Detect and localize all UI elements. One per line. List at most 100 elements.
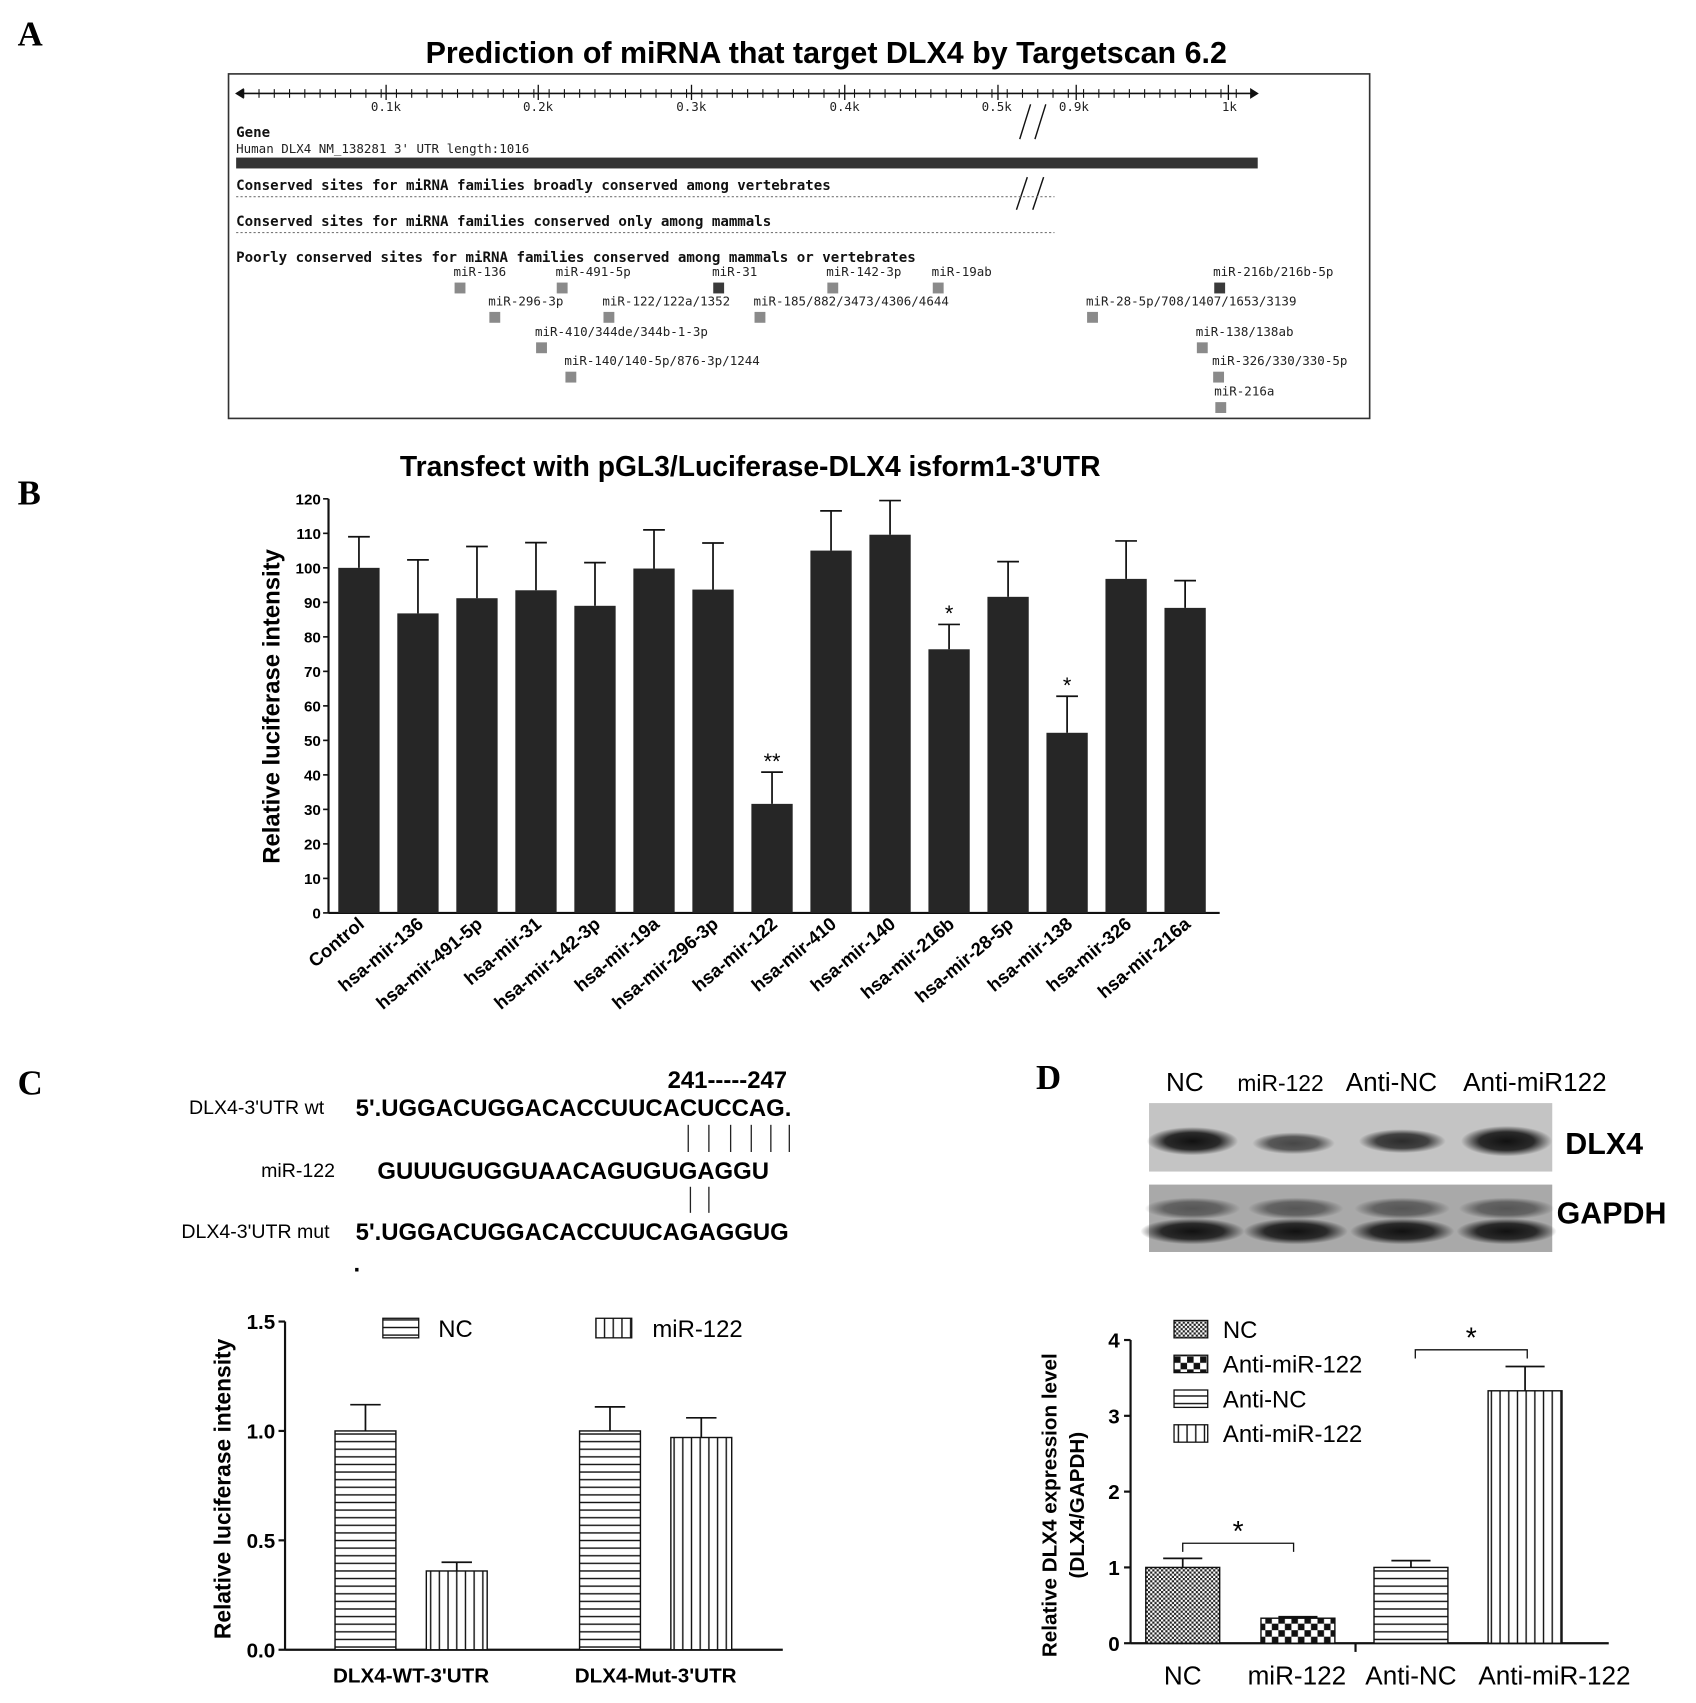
mut-sequence-tail: . xyxy=(354,1251,361,1278)
site-marker xyxy=(1087,311,1098,323)
y-tick-label: 110 xyxy=(296,526,321,543)
legend-label: Anti-miR-122 xyxy=(1223,1421,1362,1448)
bar xyxy=(574,605,616,913)
bar xyxy=(425,1570,488,1651)
site-marker xyxy=(603,311,615,323)
site-label: miR-122/122a/1352 xyxy=(602,293,730,308)
y-tick-label: 4 xyxy=(1108,1330,1120,1353)
y-tick-label: 0.5 xyxy=(247,1530,276,1553)
blot-lane-labels: NC miR-122 Anti-NC Anti-miR122 xyxy=(1166,1067,1607,1097)
significance-bracket xyxy=(1182,1542,1295,1552)
mir-label: miR-122 xyxy=(261,1160,335,1182)
wt-sequence: 5'.UGGACUGGACACCUUCACUCCAG. xyxy=(356,1095,792,1122)
chart-b: 0102030405060708090100110120Controlhsa-m… xyxy=(296,491,1220,1013)
y-tick-label: 20 xyxy=(304,836,321,853)
site-marker xyxy=(754,311,766,323)
chart-c-ylabel: Relative luciferase intensity xyxy=(210,1338,236,1639)
bar xyxy=(987,596,1029,913)
legend-label: Anti-miR-122 xyxy=(1223,1352,1362,1379)
significance-marker: * xyxy=(1063,673,1072,698)
bar xyxy=(1046,732,1088,913)
site-label: miR-185/882/3473/4306/4644 xyxy=(753,293,948,308)
site-marker xyxy=(556,282,568,294)
y-tick-label: 30 xyxy=(304,802,321,819)
bar xyxy=(751,803,793,913)
track-broadly-conserved: Conserved sites for miRNA families broad… xyxy=(236,178,831,194)
bar xyxy=(578,1430,642,1651)
blot-label-gapdh: GAPDH xyxy=(1557,1197,1667,1231)
track-poorly-conserved: Poorly conserved sites for miRNA familie… xyxy=(236,250,916,266)
site-marker xyxy=(1214,282,1226,294)
chart-b-title: Transfect with pGL3/Luciferase-DLX4 isfo… xyxy=(400,450,1101,482)
gene-utr-bar xyxy=(236,157,1258,169)
site-marker xyxy=(1213,371,1225,383)
bar xyxy=(334,1430,397,1651)
panel-a: A Prediction of miRNA that target DLX4 b… xyxy=(18,15,1371,420)
ruler-label: 0.3k xyxy=(676,99,707,114)
ruler-label: 0.4k xyxy=(830,99,861,114)
arrow-left-icon xyxy=(235,88,244,99)
ruler-label: 0.2k xyxy=(523,99,554,114)
chart-d: 0 1 2 3 4 NC miR-122 Anti-NC Anti-miR-122 NC Anti-… xyxy=(1108,1317,1630,1691)
y-tick-label: 1 xyxy=(1108,1557,1119,1580)
western-blot-gapdh xyxy=(1140,1184,1557,1252)
base-pairing-lines xyxy=(687,1124,790,1213)
blot-label-dlx4: DLX4 xyxy=(1565,1127,1643,1161)
x-tick-label: DLX4-WT-3'UTR xyxy=(333,1664,489,1687)
legend-swatch xyxy=(1173,1354,1209,1374)
bar xyxy=(1145,1566,1221,1644)
track-mammal-conserved: Conserved sites for miRNA families conse… xyxy=(236,214,771,230)
ruler-label: 0.5k xyxy=(982,99,1013,114)
x-tick-label: NC xyxy=(1164,1661,1202,1691)
mut-sequence: 5'.UGGACUGGACACCUUCAGAGGUG xyxy=(356,1219,789,1246)
y-tick-label: 80 xyxy=(304,629,321,646)
ruler-label: 0.9k xyxy=(1059,99,1090,114)
utr-ruler xyxy=(235,84,1259,100)
bar xyxy=(810,550,852,913)
x-tick-label: DLX4-Mut-3'UTR xyxy=(575,1664,737,1687)
site-label: miR-138/138ab xyxy=(1196,324,1294,339)
y-tick-label: 120 xyxy=(296,491,321,508)
legend-label: miR-122 xyxy=(652,1316,742,1343)
chart-b-ylabel: Relative luciferase intensity xyxy=(259,548,286,863)
lane-label: Anti-NC xyxy=(1346,1067,1437,1097)
x-tick-label: hsa-mir-296-3p xyxy=(608,913,722,1014)
gene-heading: Gene xyxy=(236,125,270,141)
y-tick-label: 1.5 xyxy=(247,1311,276,1334)
site-label: miR-136 xyxy=(453,264,506,279)
panel-b: B Transfect with pGL3/Luciferase-DLX4 is… xyxy=(18,450,1220,1013)
significance-marker: * xyxy=(1233,1515,1244,1547)
legend-swatch xyxy=(595,1317,633,1339)
y-tick-label: 0 xyxy=(312,905,320,922)
y-tick-label: 70 xyxy=(304,664,321,681)
bar xyxy=(1105,578,1147,913)
y-tick-label: 3 xyxy=(1108,1405,1119,1428)
bar xyxy=(456,598,498,913)
x-tick-label: Anti-miR-122 xyxy=(1478,1661,1630,1691)
bar xyxy=(515,590,557,913)
site-label: miR-326/330/330-5p xyxy=(1212,353,1347,368)
ruler-labels: 0.1k 0.2k 0.3k 0.4k 0.5k 0.9k 1k xyxy=(371,99,1237,114)
y-tick-label: 60 xyxy=(304,698,321,715)
bar xyxy=(397,613,439,913)
bar xyxy=(1164,607,1206,913)
site-marker xyxy=(489,311,501,323)
y-tick-label: 90 xyxy=(304,595,321,612)
panel-label-b: B xyxy=(18,473,41,512)
site-marker xyxy=(932,282,944,294)
bar xyxy=(1260,1617,1336,1644)
bar xyxy=(1373,1566,1449,1644)
y-tick-label: 0 xyxy=(1108,1633,1119,1656)
x-tick-label: miR-122 xyxy=(1248,1661,1347,1691)
ruler-label: 1k xyxy=(1222,99,1238,114)
lane-label: NC xyxy=(1166,1067,1204,1097)
site-label: miR-216b/216b-5p xyxy=(1213,264,1333,279)
site-label: miR-31 xyxy=(712,264,757,279)
site-marker xyxy=(536,342,547,354)
site-marker xyxy=(713,282,725,294)
y-tick-label: 50 xyxy=(304,733,321,750)
x-tick-label: Anti-NC xyxy=(1365,1661,1456,1691)
legend-swatch xyxy=(1173,1389,1209,1409)
significance-marker: ** xyxy=(764,749,781,774)
